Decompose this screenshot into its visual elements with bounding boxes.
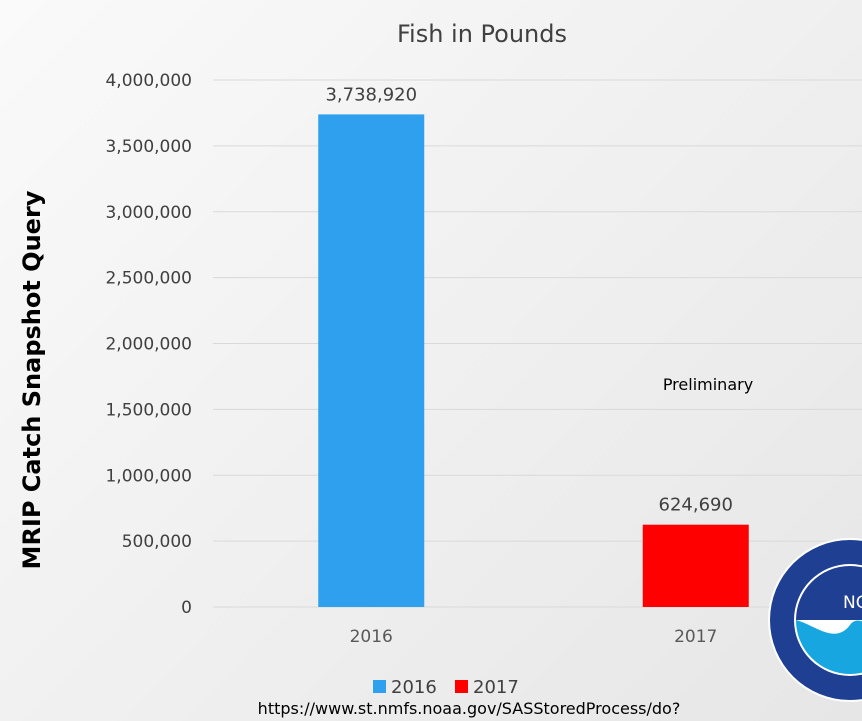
x-tick-2016: 2016 xyxy=(350,627,393,647)
bar-2016 xyxy=(318,114,425,608)
y-tick-labels: 0 500,000 1,000,000 1,500,000 2,000,000 2,500… xyxy=(105,71,192,618)
noaa-logo-icon: NO xyxy=(768,538,862,702)
bar-2017 xyxy=(642,524,749,607)
gridlines xyxy=(213,79,862,608)
y-tick-label: 3,000,000 xyxy=(105,203,192,223)
y-tick-label: 2,000,000 xyxy=(105,335,192,355)
legend-swatch-2017 xyxy=(455,680,468,693)
data-label-2016: 3,738,920 xyxy=(325,84,417,105)
data-labels: 3,738,920 624,690 xyxy=(325,84,733,515)
legend-label-2017: 2017 xyxy=(473,677,519,698)
y-tick-label: 2,500,000 xyxy=(105,269,192,289)
annotation-preliminary: Preliminary xyxy=(663,375,753,394)
svg-text:NO: NO xyxy=(843,593,862,613)
chart-title: Fish in Pounds xyxy=(397,20,567,48)
legend-label-2016: 2016 xyxy=(391,677,437,698)
y-axis-title: MRIP Catch Snapshot Query xyxy=(18,190,46,569)
y-tick-label: 4,000,000 xyxy=(105,71,192,91)
y-tick-label: 1,500,000 xyxy=(105,400,192,420)
data-label-2017: 624,690 xyxy=(659,495,733,516)
bars xyxy=(318,114,749,608)
y-tick-label: 3,500,000 xyxy=(105,137,192,157)
source-url: https://www.st.nmfs.noaa.gov/SASStoredPr… xyxy=(258,699,681,718)
legend: 2016 2017 xyxy=(373,677,519,698)
legend-swatch-2016 xyxy=(373,680,386,693)
x-tick-2017: 2017 xyxy=(674,627,717,647)
y-tick-label: 1,000,000 xyxy=(105,466,192,486)
y-tick-label: 0 xyxy=(181,598,192,618)
y-tick-label: 500,000 xyxy=(122,532,192,552)
x-tick-labels: 2016 2017 xyxy=(350,627,718,647)
